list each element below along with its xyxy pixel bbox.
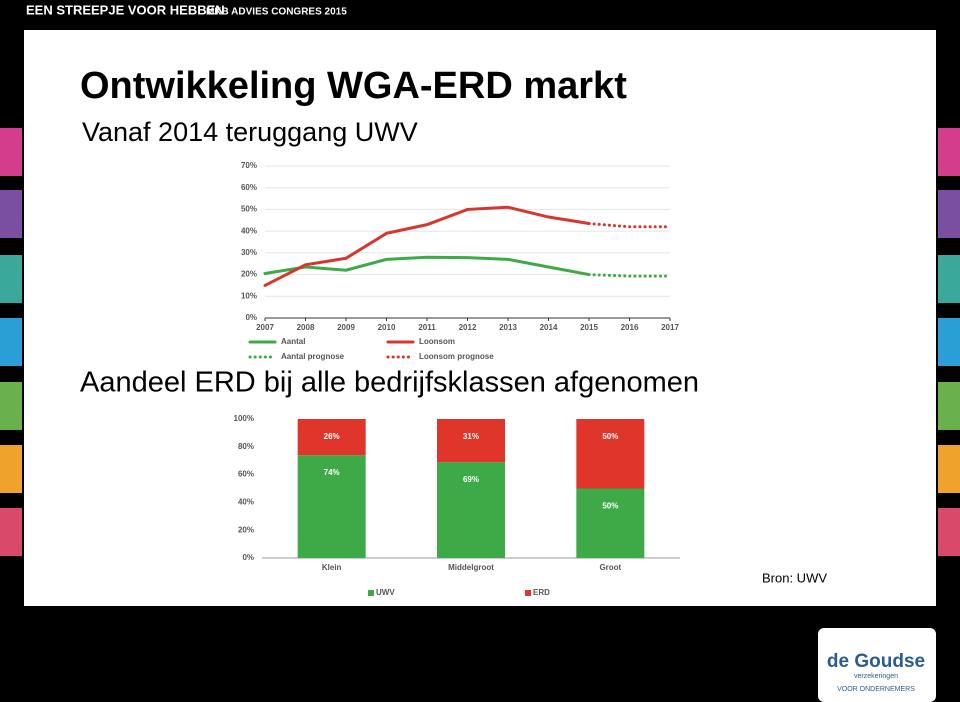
y-tick-label: 100% xyxy=(234,414,254,423)
legend-label: Aantal xyxy=(281,337,305,346)
series-line xyxy=(263,255,591,277)
value-label: 31% xyxy=(463,432,479,441)
x-tick-label: 2016 xyxy=(621,323,639,332)
x-tick-label: 2012 xyxy=(459,323,477,332)
y-tick-label: 80% xyxy=(238,442,254,451)
bar-segment xyxy=(297,419,366,456)
value-label: 50% xyxy=(602,502,618,511)
series-line xyxy=(587,273,672,278)
y-tick-label: 40% xyxy=(241,226,257,235)
logo-line: VOOR ONDERNEMERS xyxy=(837,686,915,693)
bar-segment xyxy=(576,419,645,489)
y-tick-label: 40% xyxy=(238,498,254,507)
x-tick-label: 2013 xyxy=(499,323,517,332)
x-tick-label: 2009 xyxy=(337,323,355,332)
value-label: 26% xyxy=(324,432,340,441)
x-tick-label: 2008 xyxy=(297,323,315,332)
y-tick-label: 10% xyxy=(241,291,257,300)
bar-segment xyxy=(576,488,645,558)
side-stripes xyxy=(0,128,960,556)
slide-title: Ontwikkeling WGA-ERD markt xyxy=(80,65,627,107)
y-tick-label: 60% xyxy=(241,183,257,192)
header-title: EEN STREEPJE VOOR HEBBEN xyxy=(26,2,225,17)
legend-label: Loonsom prognose xyxy=(419,352,494,361)
x-tick-label: 2015 xyxy=(580,323,598,332)
value-label: 69% xyxy=(463,475,479,484)
value-label: 50% xyxy=(602,432,618,441)
bar-segment xyxy=(437,419,505,463)
legend-swatch xyxy=(525,590,531,596)
logo-line: verzekeringen xyxy=(854,673,898,680)
y-tick-label: 0% xyxy=(242,553,254,562)
x-tick-label: Groot xyxy=(599,563,621,572)
legend-label: UWV xyxy=(376,588,395,597)
source: Bron: UWV xyxy=(762,570,827,585)
y-tick-label: 60% xyxy=(238,470,254,479)
x-tick-label: 2017 xyxy=(661,323,679,332)
y-tick-label: 70% xyxy=(241,161,257,170)
bar-segment xyxy=(437,462,505,558)
legend-label: Aantal prognose xyxy=(281,352,345,361)
legend-swatch xyxy=(368,590,374,596)
y-tick-label: 0% xyxy=(245,313,257,322)
y-tick-label: 20% xyxy=(238,525,254,534)
x-tick-label: 2011 xyxy=(418,323,436,332)
legend-label: Loonsom xyxy=(419,337,455,346)
logo-box xyxy=(818,628,936,702)
x-tick-label: Middelgroot xyxy=(448,563,494,572)
y-tick-label: 50% xyxy=(241,205,257,214)
series-line xyxy=(263,205,591,287)
section-title: Aandeel ERD bij alle bedrijfsklassen afg… xyxy=(80,367,699,399)
logo-name: de Goudse xyxy=(827,651,925,672)
bar-segment xyxy=(297,455,366,558)
y-tick-label: 20% xyxy=(241,270,257,279)
series-line xyxy=(587,222,672,229)
value-label: 74% xyxy=(324,468,340,477)
header-subtitle: MKB ADVIES CONGRES 2015 xyxy=(206,7,347,18)
x-tick-label: 2010 xyxy=(378,323,396,332)
x-tick-label: 2014 xyxy=(540,323,558,332)
y-tick-label: 30% xyxy=(241,248,257,257)
x-tick-label: 2007 xyxy=(256,323,274,332)
slide-subtitle: Vanaf 2014 teruggang UWV xyxy=(82,117,418,147)
x-tick-label: Klein xyxy=(322,563,342,572)
legend-label: ERD xyxy=(533,588,550,597)
